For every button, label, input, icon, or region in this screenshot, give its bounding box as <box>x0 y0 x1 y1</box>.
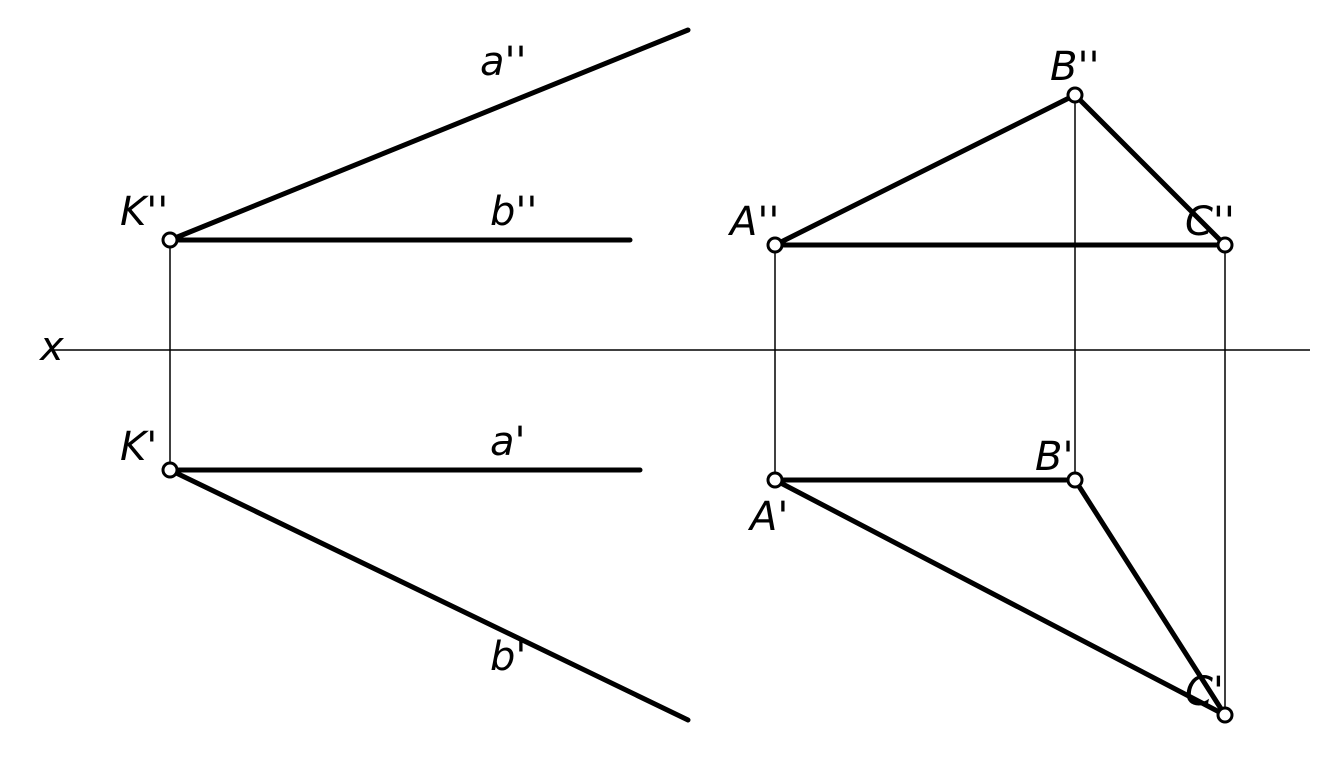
label-K2: K'' <box>120 189 168 235</box>
point-B2 <box>1068 88 1082 102</box>
point-K2 <box>163 233 177 247</box>
label-B2: B'' <box>1050 44 1099 90</box>
label-a2: a'' <box>480 39 527 85</box>
label-B1: B' <box>1035 434 1073 480</box>
label-b1: b' <box>490 634 526 680</box>
label-C1: C' <box>1185 669 1224 715</box>
point-A1 <box>768 473 782 487</box>
label-b2: b'' <box>490 189 537 235</box>
label-a1: a' <box>490 419 526 465</box>
diagram-canvas: x a'' b'' a' b' K'' K' A'' B'' C'' A' B' C' <box>0 0 1332 767</box>
label-C2: C'' <box>1185 199 1235 245</box>
x-axis-label: x <box>38 324 64 370</box>
label-A1: A' <box>747 494 788 540</box>
label-A2: A'' <box>727 199 779 245</box>
label-K1: K' <box>120 424 157 470</box>
line-b1 <box>170 470 688 720</box>
point-K1 <box>163 463 177 477</box>
edge-A1C1 <box>775 480 1225 715</box>
edge-A2B2 <box>775 95 1075 245</box>
line-a2 <box>170 30 688 240</box>
